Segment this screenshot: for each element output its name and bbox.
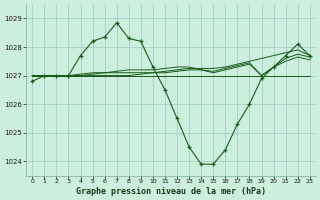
X-axis label: Graphe pression niveau de la mer (hPa): Graphe pression niveau de la mer (hPa) bbox=[76, 187, 266, 196]
